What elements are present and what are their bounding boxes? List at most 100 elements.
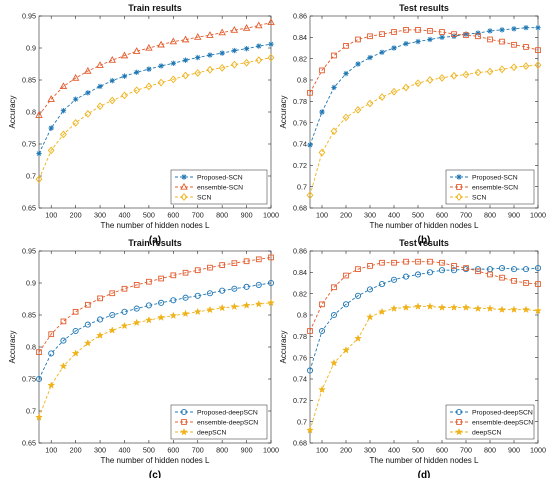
data-point xyxy=(120,51,129,59)
data-point xyxy=(133,305,140,312)
data-point xyxy=(109,311,116,319)
y-tick-label: 0.85 xyxy=(22,311,36,320)
data-point-center xyxy=(368,56,372,59)
data-point xyxy=(354,105,362,114)
data-point-center xyxy=(269,42,273,46)
data-point xyxy=(455,408,463,416)
y-tick-label: 0.84 xyxy=(293,33,307,42)
series-line xyxy=(309,267,539,371)
data-point xyxy=(255,56,263,65)
data-point xyxy=(426,302,434,310)
data-point-center xyxy=(123,74,126,78)
data-point xyxy=(206,31,214,38)
data-point-center xyxy=(196,56,200,59)
data-point xyxy=(343,272,349,279)
data-point xyxy=(243,258,250,265)
data-point xyxy=(182,71,189,80)
x-tick-label: 600 xyxy=(167,446,179,455)
data-point xyxy=(439,29,445,35)
data-point xyxy=(379,259,385,266)
data-point xyxy=(456,419,462,425)
data-point xyxy=(36,349,42,355)
data-point xyxy=(120,321,129,330)
legend-entry: ensemble-SCN xyxy=(472,185,518,192)
data-point xyxy=(427,28,433,34)
data-point xyxy=(96,331,104,339)
data-point xyxy=(145,82,153,91)
data-point xyxy=(474,68,482,77)
data-point xyxy=(194,69,202,77)
legend-entry: Proposed-SCN xyxy=(197,175,243,182)
data-point-center xyxy=(257,44,261,48)
panel-label: (b) xyxy=(418,235,431,246)
data-point xyxy=(145,43,153,51)
data-point xyxy=(157,78,165,87)
data-point xyxy=(194,292,201,299)
y-tick-label: 0.84 xyxy=(293,268,307,277)
data-point xyxy=(426,269,434,276)
data-point xyxy=(231,285,238,292)
chart-title: Test results xyxy=(399,3,449,13)
data-point xyxy=(330,358,338,367)
data-point xyxy=(379,31,385,37)
y-tick-label: 0.9 xyxy=(26,44,36,53)
data-point xyxy=(438,303,446,311)
data-point xyxy=(523,280,529,286)
data-point xyxy=(193,32,202,40)
data-point xyxy=(487,36,493,43)
data-point xyxy=(206,290,213,297)
data-point xyxy=(108,326,117,334)
data-point xyxy=(97,295,103,302)
y-tick-label: 0.78 xyxy=(293,97,307,106)
x-tick-label: 900 xyxy=(241,446,253,455)
data-point-center xyxy=(428,38,432,41)
data-point-center xyxy=(220,51,224,55)
data-point xyxy=(71,73,80,81)
y-tick-label: 0.95 xyxy=(22,247,36,256)
data-point xyxy=(47,381,56,389)
data-point xyxy=(498,65,506,74)
x-tick-label: 800 xyxy=(216,446,228,455)
series-proposed-scn xyxy=(307,25,541,148)
data-point xyxy=(415,258,421,265)
y-tick-label: 0.65 xyxy=(22,204,36,213)
series-ensemble-deepscn xyxy=(36,254,274,355)
data-point xyxy=(230,25,239,33)
data-point xyxy=(181,419,187,425)
data-point-center xyxy=(536,26,540,30)
data-point xyxy=(354,292,362,299)
data-point xyxy=(403,258,409,265)
data-point xyxy=(318,148,326,157)
legend-entry: Proposed-deepSCN xyxy=(197,410,258,417)
data-point xyxy=(157,40,165,48)
data-point xyxy=(451,31,457,37)
data-point xyxy=(455,193,463,201)
series-scn xyxy=(306,61,542,200)
x-tick-label: 900 xyxy=(241,211,253,220)
panel-label: (c) xyxy=(149,470,161,478)
x-tick-label: 800 xyxy=(484,446,496,455)
x-tick-label: 500 xyxy=(412,211,424,220)
data-point xyxy=(121,91,128,100)
data-point xyxy=(390,304,398,312)
data-point xyxy=(255,256,262,263)
y-tick-label: 0.75 xyxy=(22,375,36,384)
y-tick-label: 0.7 xyxy=(297,417,307,426)
data-point xyxy=(390,276,398,283)
panel-label: (d) xyxy=(418,470,431,478)
data-point xyxy=(523,44,529,50)
data-point xyxy=(47,95,55,102)
data-point xyxy=(499,38,505,45)
data-point xyxy=(180,182,188,190)
data-point-center xyxy=(457,175,461,179)
data-point xyxy=(306,367,314,374)
data-point xyxy=(60,130,67,139)
data-point xyxy=(145,302,152,309)
y-tick-label: 0.78 xyxy=(293,332,307,341)
x-tick-label: 400 xyxy=(388,211,400,220)
data-point-center xyxy=(245,47,248,50)
data-point xyxy=(72,118,80,127)
x-axis-label: The number of hidden nodes L xyxy=(370,221,480,230)
data-point-center xyxy=(440,36,444,39)
series-line xyxy=(38,282,272,380)
